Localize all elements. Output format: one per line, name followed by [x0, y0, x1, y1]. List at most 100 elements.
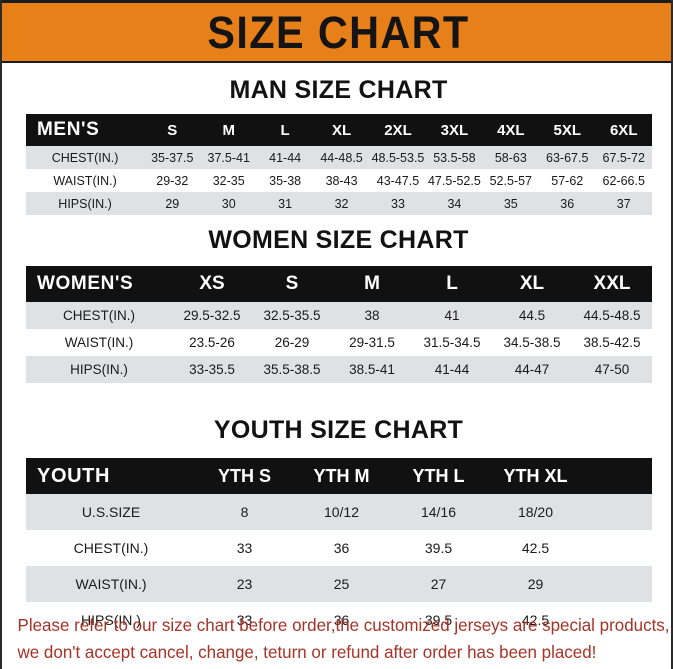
cell-value: 67.5-72 [602, 150, 645, 165]
column-header-1: YTH S [217, 465, 271, 486]
column-header-1: S [167, 121, 178, 139]
cell-value: 14/16 [420, 504, 457, 520]
row-label: CHEST(IN.) [51, 150, 119, 165]
cell-value: 57-62 [551, 173, 584, 188]
cell-value: 31.5-34.5 [423, 335, 481, 350]
cell-value: 32-35 [212, 173, 245, 188]
cell-value: 29 [165, 196, 180, 211]
table-row: HIPS(IN.) 33-35.5 35.5-38.5 38.5-41 41-44 44-… [26, 356, 652, 383]
page-title: SIZE CHART [207, 6, 470, 58]
man-size-chart-table: MEN'S S M L XL 2XL 3XL 4XL 5XL 6XL CHEST(IN.) 35-3… [26, 114, 652, 215]
column-header-1: XS [199, 273, 225, 294]
cell-value: 8 [240, 504, 249, 520]
page-banner: SIZE CHART [2, 0, 671, 63]
footer-line-2: we don't accept cancel, change, teturn o… [17, 642, 597, 662]
cell-value: 36 [560, 196, 575, 211]
row-label: WAIST(IN.) [53, 173, 117, 188]
youth-size-chart-table: YOUTH YTH S YTH M YTH L YTH XL U.S.SIZE 8 10/1… [26, 458, 652, 638]
column-header-5: 2XL [384, 121, 412, 139]
cell-value: 37 [616, 196, 631, 211]
footer-line-1: Please refer to our size chart before or… [17, 615, 670, 635]
cell-value: 39.5 [424, 540, 453, 556]
table-row: HIPS(IN.) 33 36 39.5 42.5 [26, 602, 652, 638]
man-table-header: MEN'S S M L XL 2XL 3XL 4XL 5XL 6XL [26, 114, 652, 146]
cell-spacer [584, 530, 652, 566]
cell-value: 10/12 [323, 504, 360, 520]
cell-value: 33 [236, 612, 253, 628]
column-header-4: XL [331, 121, 352, 139]
table-corner-label: MEN'S [37, 119, 100, 140]
cell-value: 52.5-57 [489, 173, 533, 188]
column-header-2: S [285, 273, 299, 294]
cell-value: 44.5-48.5 [583, 308, 641, 323]
cell-value: 35-37.5 [151, 150, 194, 165]
cell-value: 47-50 [594, 362, 630, 377]
cell-value: 42.5 [521, 540, 550, 556]
cell-value: 41-44 [434, 362, 470, 377]
section-title-women: WOMEN SIZE CHART [208, 226, 469, 254]
cell-value: 27 [430, 576, 447, 592]
table-row: WAIST(IN.) 23.5-26 26-29 29-31.5 31.5-34.5 34… [26, 329, 652, 356]
cell-value: 44-47 [514, 362, 550, 377]
cell-value: 38.5-42.5 [583, 335, 641, 350]
column-header-4: YTH XL [503, 465, 568, 486]
row-label: WAIST(IN.) [64, 335, 134, 350]
cell-value: 37.5-41 [207, 150, 250, 165]
column-header-6: XXL [593, 273, 631, 294]
column-header-4: L [446, 273, 458, 294]
cell-value: 31 [278, 196, 293, 211]
table-header-row: YOUTH YTH S YTH M YTH L YTH XL [26, 458, 652, 494]
table-row: WAIST(IN.) 23 25 27 29 [26, 566, 652, 602]
cell-value: 32 [334, 196, 349, 211]
cell-spacer [584, 494, 652, 530]
cell-value: 48.5-53.5 [371, 150, 425, 165]
women-table-body: CHEST(IN.) 29.5-32.5 32.5-35.5 38 41 44.5 44.5… [26, 302, 652, 383]
column-header-3: M [364, 273, 380, 294]
row-label: CHEST(IN.) [63, 308, 135, 323]
cell-value: 41-44 [269, 150, 302, 165]
cell-value: 23.5-26 [189, 335, 235, 350]
cell-value: 42.5 [521, 612, 550, 628]
table-row: HIPS(IN.) 29 30 31 32 33 34 35 36 37 [26, 192, 652, 215]
footer-disclaimer: Please refer to our size chart before or… [2, 612, 670, 666]
table-corner-label: YOUTH [37, 464, 110, 487]
cell-value: 35-38 [269, 173, 302, 188]
youth-table-body: U.S.SIZE 8 10/12 14/16 18/20 CHEST(IN.) 33 36 39… [26, 494, 652, 638]
cell-value: 63-67.5 [546, 150, 589, 165]
cell-value: 38.5-41 [349, 362, 395, 377]
cell-value: 58-63 [494, 150, 527, 165]
cell-value: 34 [447, 196, 462, 211]
cell-value: 35.5-38.5 [263, 362, 321, 377]
row-label: CHEST(IN.) [73, 540, 149, 556]
cell-spacer [584, 566, 652, 602]
cell-value: 38-43 [325, 173, 358, 188]
column-header-2: YTH M [313, 465, 370, 486]
cell-value: 29 [527, 576, 544, 592]
cell-value: 53.5-58 [433, 150, 476, 165]
cell-value: 25 [333, 576, 350, 592]
section-title-man: MAN SIZE CHART [229, 76, 448, 104]
row-label: WAIST(IN.) [75, 576, 147, 592]
table-row: WAIST(IN.) 29-32 32-35 35-38 38-43 43-47.5 47.… [26, 169, 652, 192]
cell-value: 18/20 [517, 504, 554, 520]
table-row: CHEST(IN.) 33 36 39.5 42.5 [26, 530, 652, 566]
cell-value: 36 [333, 612, 350, 628]
column-header-3: L [280, 121, 290, 139]
cell-value: 33 [236, 540, 253, 556]
women-size-chart-table: WOMEN'S XS S M L XL XXL CHEST(IN.) 29.5-32.5 32.… [26, 266, 652, 383]
cell-value: 23 [236, 576, 253, 592]
cell-value: 29-31.5 [349, 335, 395, 350]
row-label: HIPS(IN.) [81, 612, 141, 628]
cell-value: 35 [503, 196, 518, 211]
cell-value: 26-29 [274, 335, 310, 350]
cell-value: 44-48.5 [320, 150, 363, 165]
women-table-header: WOMEN'S XS S M L XL XXL [26, 266, 652, 302]
cell-value: 33-35.5 [189, 362, 235, 377]
cell-value: 33 [391, 196, 405, 211]
row-label: HIPS(IN.) [58, 196, 112, 211]
table-header-row: WOMEN'S XS S M L XL XXL [26, 266, 652, 302]
table-header-row: MEN'S S M L XL 2XL 3XL 4XL 5XL 6XL [26, 114, 652, 146]
table-row: CHEST(IN.) 29.5-32.5 32.5-35.5 38 41 44.5 44.5… [26, 302, 652, 329]
cell-value: 39.5 [424, 612, 453, 628]
